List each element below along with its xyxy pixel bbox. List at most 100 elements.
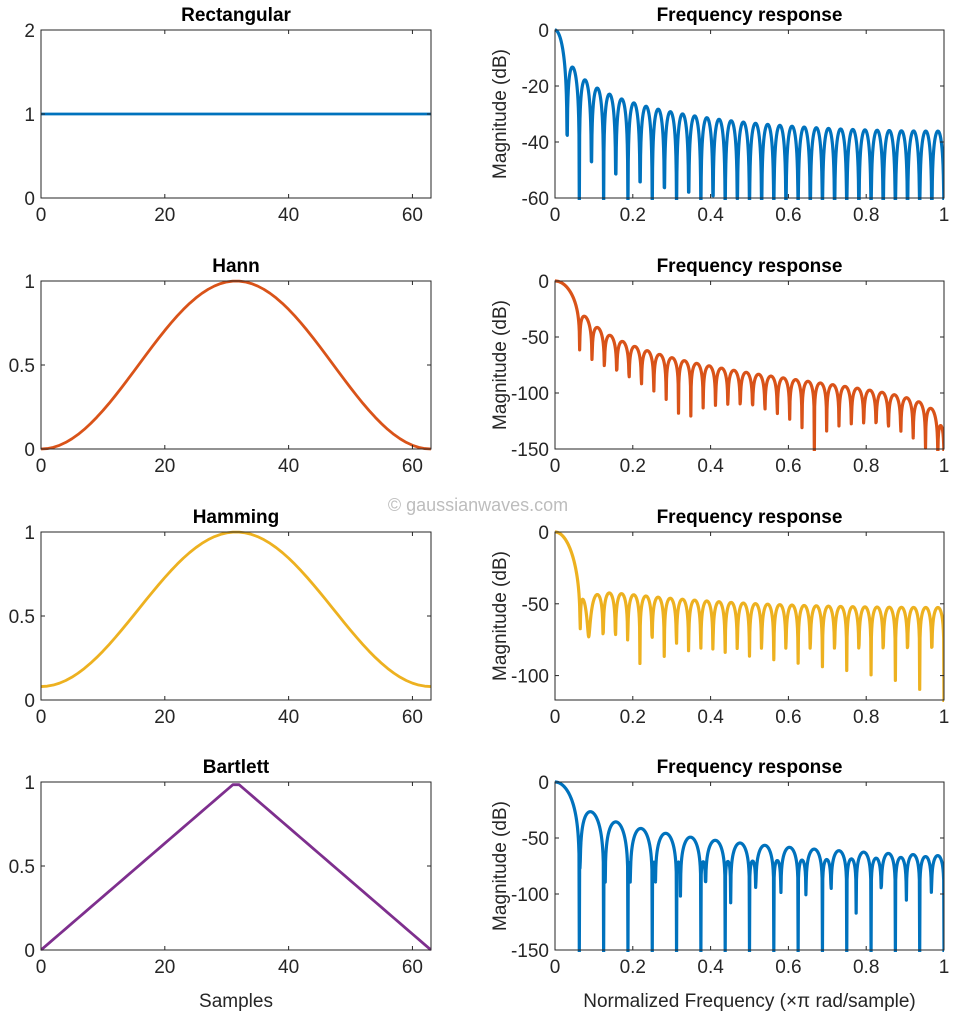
x-tick-label: 0.6 xyxy=(775,707,801,728)
axes-box xyxy=(554,29,945,199)
x-tick-label: 0.8 xyxy=(853,957,879,978)
x-tick-label: 0 xyxy=(550,707,561,728)
y-tick-label: 0 xyxy=(24,691,35,712)
y-axis-label: Magnitude (dB) xyxy=(490,300,511,430)
y-tick-label: 0 xyxy=(538,21,549,42)
y-axis-label: Magnitude (dB) xyxy=(490,551,511,681)
y-tick-label: 0 xyxy=(538,272,549,293)
x-tick-label: 40 xyxy=(278,707,299,728)
x-tick-label: 0 xyxy=(550,957,561,978)
x-tick-label: 0.4 xyxy=(697,456,724,477)
x-tick-label: 0.8 xyxy=(853,456,879,477)
x-tick-label: 40 xyxy=(278,205,299,226)
y-tick-label: -100 xyxy=(511,667,549,688)
subplot-title: Hann xyxy=(212,256,260,277)
watermark: © gaussianwaves.com xyxy=(388,495,568,515)
x-tick-label: 60 xyxy=(402,707,423,728)
y-tick-label: 1 xyxy=(24,523,35,544)
axes-box xyxy=(40,531,432,701)
y-tick-label: -40 xyxy=(522,133,549,154)
x-tick-label: 0.6 xyxy=(775,456,801,477)
x-tick-label: 0.4 xyxy=(697,707,724,728)
series-line xyxy=(555,530,944,702)
y-tick-label: 0 xyxy=(538,773,549,794)
series-line xyxy=(41,279,431,451)
subplot-title: Rectangular xyxy=(181,5,291,26)
x-tick-label: 0 xyxy=(36,456,47,477)
series-line xyxy=(555,780,944,952)
x-tick-label: 0.8 xyxy=(853,707,879,728)
y-tick-label: 0.5 xyxy=(9,857,35,878)
y-tick-label: 0 xyxy=(538,523,549,544)
y-tick-label: -50 xyxy=(522,328,549,349)
subplot-3: 0 20 40 60 0 0.5 1 Hann xyxy=(9,256,432,477)
x-tick-label: 0 xyxy=(36,957,47,978)
y-tick-label: 0 xyxy=(24,189,35,210)
subplot-5: 0 20 40 60 0 0.5 1 Hamming xyxy=(9,507,432,728)
axes-box xyxy=(554,531,945,701)
x-tick-label: 40 xyxy=(278,456,299,477)
y-tick-label: -20 xyxy=(522,77,549,98)
y-tick-label: 0 xyxy=(24,941,35,962)
subplot-title: Frequency response xyxy=(657,256,843,277)
x-tick-label: 0.6 xyxy=(775,957,801,978)
subplot-8: 0 0.2 0.4 0.6 0.8 1 0 -50 -100 -150 Frequency resp… xyxy=(490,757,949,1012)
subplot-title: Frequency response xyxy=(657,5,843,26)
x-tick-label: 0.4 xyxy=(697,205,724,226)
series-line xyxy=(555,28,944,200)
subplot-4: 0 0.2 0.4 0.6 0.8 1 0 -50 -100 -150 Frequency resp… xyxy=(490,256,949,477)
y-tick-label: -60 xyxy=(522,189,549,210)
series-line xyxy=(41,783,431,952)
x-tick-label: 0 xyxy=(550,205,561,226)
y-tick-label: 0.5 xyxy=(9,607,35,628)
y-tick-label: 1 xyxy=(24,773,35,794)
x-tick-label: 60 xyxy=(402,456,423,477)
axes-box xyxy=(554,781,945,951)
x-tick-label: 1 xyxy=(939,707,950,728)
subplot-1: 0 20 40 60 0 1 2 Rectangular xyxy=(24,5,432,226)
x-tick-label: 60 xyxy=(402,957,423,978)
axes-box xyxy=(40,280,432,450)
axes-box xyxy=(554,280,945,450)
subplot-title: Hamming xyxy=(193,507,280,528)
x-axis-label: Normalized Frequency (×π rad/sample) xyxy=(583,991,916,1012)
y-tick-label: 0 xyxy=(24,440,35,461)
y-tick-label: 1 xyxy=(24,105,35,126)
x-tick-label: 40 xyxy=(278,957,299,978)
x-tick-label: 1 xyxy=(939,205,950,226)
x-tick-label: 0 xyxy=(36,707,47,728)
subplot-6: 0 0.2 0.4 0.6 0.8 1 0 -50 -100 Frequency response… xyxy=(490,507,949,728)
y-tick-label: -100 xyxy=(511,885,549,906)
y-tick-label: -150 xyxy=(511,440,549,461)
x-tick-label: 0.2 xyxy=(620,456,646,477)
subplot-7: 0 20 40 60 0 0.5 1 Bartlett Samples xyxy=(9,757,432,1012)
axes-box xyxy=(40,781,432,951)
x-tick-label: 0 xyxy=(550,456,561,477)
x-tick-label: 0.6 xyxy=(775,205,801,226)
y-tick-label: -150 xyxy=(511,941,549,962)
y-tick-label: 1 xyxy=(24,272,35,293)
series-line xyxy=(41,530,431,688)
x-tick-label: 1 xyxy=(939,957,950,978)
subplot-title: Bartlett xyxy=(203,757,270,778)
x-tick-label: 0.2 xyxy=(620,957,646,978)
y-axis-label: Magnitude (dB) xyxy=(490,49,511,179)
x-tick-label: 0.2 xyxy=(620,707,646,728)
x-tick-label: 0.2 xyxy=(620,205,646,226)
subplot-title: Frequency response xyxy=(657,757,843,778)
x-tick-label: 60 xyxy=(402,205,423,226)
series-line xyxy=(555,279,944,451)
x-tick-label: 0.8 xyxy=(853,205,879,226)
y-tick-label: -100 xyxy=(511,384,549,405)
x-tick-label: 0 xyxy=(36,205,47,226)
x-tick-label: 20 xyxy=(154,707,175,728)
subplot-title: Frequency response xyxy=(657,507,843,528)
y-tick-label: -50 xyxy=(522,829,549,850)
y-tick-label: 2 xyxy=(24,21,35,42)
x-tick-label: 0.4 xyxy=(697,957,724,978)
y-tick-label: -50 xyxy=(522,595,549,616)
x-tick-label: 1 xyxy=(939,456,950,477)
subplot-2: 0 0.2 0.4 0.6 0.8 1 0 -20 -40 -60 Frequency respon… xyxy=(490,5,949,226)
x-axis-label: Samples xyxy=(199,991,273,1012)
